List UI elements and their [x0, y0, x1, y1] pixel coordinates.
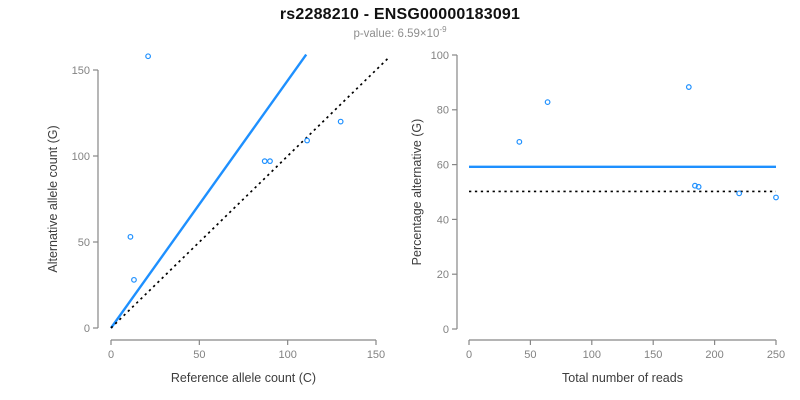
data-point [127, 233, 134, 240]
data-point [692, 182, 698, 189]
y-tick-label: 100 [72, 151, 90, 163]
x-tick-label: 50 [524, 349, 536, 361]
left-plot: 0 50 100 150 0 50 100 150 Reference allele count… [46, 53, 389, 385]
y-tick-label: 20 [437, 269, 449, 281]
y-tick-label: 0 [443, 324, 449, 336]
y-tick-label: 0 [84, 323, 90, 335]
data-point [337, 118, 344, 125]
y-tick-label: 80 [437, 105, 449, 117]
identity-line [110, 57, 389, 329]
x-tick-label: 100 [583, 349, 601, 361]
x-tick-label: 200 [705, 349, 723, 361]
data-point [145, 53, 152, 60]
x-tick-label: 0 [108, 349, 114, 361]
y-tick-label: 60 [437, 159, 449, 171]
fit-line [110, 53, 308, 329]
x-tick-label: 150 [644, 349, 662, 361]
x-tick-label: 50 [193, 349, 205, 361]
x-tick-label: 150 [367, 349, 385, 361]
x-tick-label: 100 [278, 349, 296, 361]
data-point [516, 138, 523, 145]
plot-title: rs2288210 - ENSG00000183091 [279, 6, 521, 23]
subtitle-text: p-value: 6.59×10 [353, 27, 440, 40]
x-tick-label: 250 [767, 349, 785, 361]
data-point [261, 158, 268, 165]
x-axis-title: Total number of reads [562, 371, 683, 385]
y-axis-title: Alternative allele count (G) [46, 125, 60, 272]
y-tick-label: 40 [437, 214, 449, 226]
data-point [544, 99, 551, 106]
data-point [131, 276, 137, 283]
data-point [736, 190, 743, 197]
data-point [773, 194, 779, 201]
y-tick-label: 100 [431, 50, 449, 62]
plot-subtitle: p-value: 6.59×10-9 [0, 25, 800, 40]
data-point [267, 158, 273, 165]
subtitle-exponent: -9 [439, 25, 447, 34]
data-point [685, 84, 692, 90]
y-axis-title: Percentage alternative (G) [410, 119, 424, 266]
data-point [695, 183, 702, 190]
y-tick-label: 150 [72, 65, 90, 77]
right-plot: 0 50 100 150 200 250 0 20 40 60 80 100 Total number … [410, 50, 785, 385]
y-tick-label: 50 [78, 237, 90, 249]
x-axis-title: Reference allele count (C) [171, 371, 316, 385]
data-point [304, 137, 311, 144]
x-tick-label: 0 [466, 349, 472, 361]
